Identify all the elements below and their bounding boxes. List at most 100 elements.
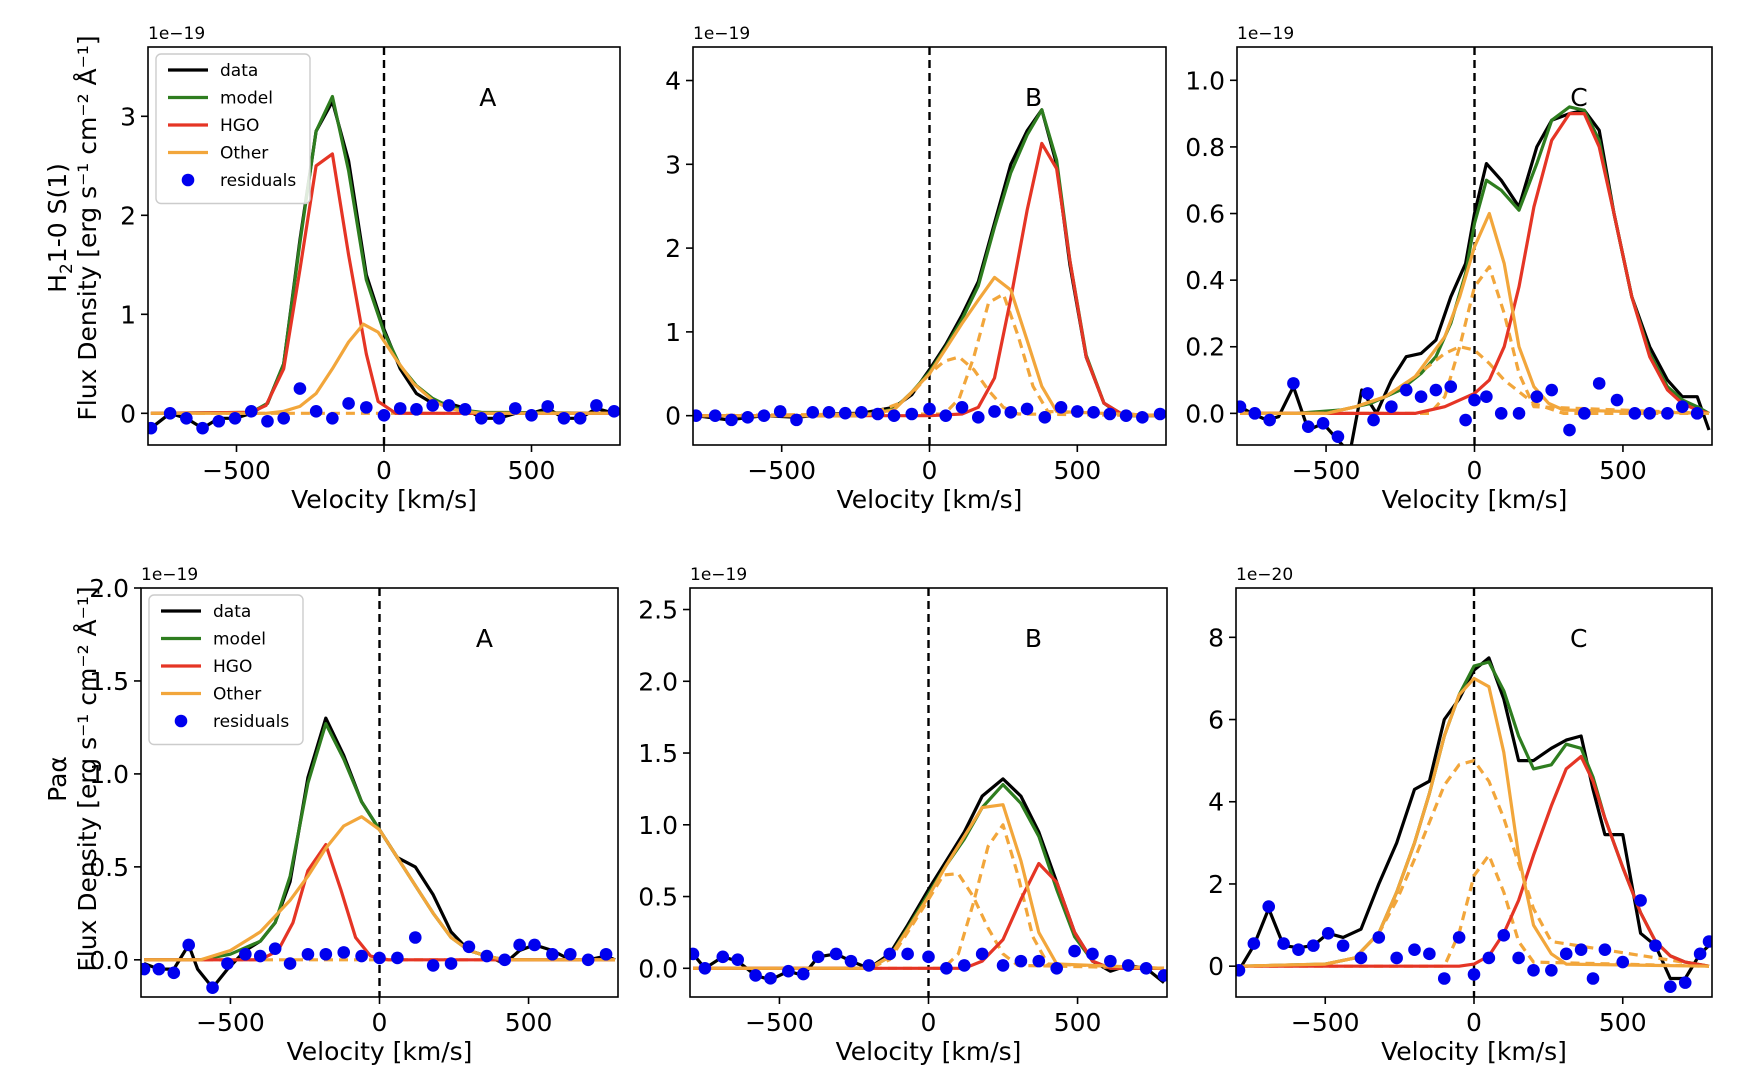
- residual-point: [1050, 961, 1063, 975]
- series-other-component-2: [693, 823, 1165, 970]
- x-tick-label: −500: [202, 456, 271, 485]
- residual-point: [293, 382, 307, 395]
- residual-point: [1414, 390, 1428, 404]
- row-label-h2-rest: 1-0 S(1): [43, 163, 72, 263]
- y-tick-label: 0.0: [638, 954, 678, 983]
- residual-point: [373, 951, 386, 965]
- residual-point: [408, 931, 422, 944]
- y-tick-label: 4: [665, 67, 681, 96]
- residual-point: [1336, 939, 1350, 952]
- residual-point: [492, 411, 506, 425]
- residual-point: [426, 399, 439, 412]
- residual-point: [283, 957, 297, 970]
- scale-offset-label: 1e−20: [1236, 565, 1293, 585]
- residual-point: [905, 407, 919, 421]
- residual-point: [975, 947, 989, 961]
- residual-point: [883, 947, 897, 961]
- residual-point: [590, 399, 603, 412]
- residual-point: [988, 405, 1001, 418]
- y-tick-label: 0.0: [89, 946, 129, 975]
- residual-point: [1054, 400, 1068, 414]
- scale-offset-label: 1e−19: [693, 24, 750, 44]
- residual-point: [508, 402, 522, 415]
- y-tick-label: 2.0: [638, 667, 678, 696]
- y-tick-label: 0: [120, 399, 136, 428]
- residual-point: [1664, 980, 1677, 994]
- residual-point: [1068, 944, 1081, 958]
- residual-point: [442, 399, 456, 412]
- residual-point: [1247, 937, 1261, 950]
- residual-point: [1545, 963, 1558, 977]
- residual-point: [458, 403, 472, 416]
- residual-point: [1578, 407, 1591, 420]
- residual-point: [167, 966, 181, 980]
- residual-point: [355, 949, 368, 963]
- y-tick-label: 3: [665, 150, 681, 179]
- chart-panel-6: −500 0 500 0 2 4 6 8 Velocity [km/s] 1e−20 C: [1208, 565, 1713, 1066]
- residual-point: [182, 938, 195, 952]
- row-label-h2-sub: 2: [57, 263, 77, 274]
- residual-point: [1467, 968, 1481, 981]
- residual-point: [1321, 926, 1335, 940]
- residual-point: [309, 405, 323, 418]
- residual-point: [1237, 400, 1247, 413]
- x-axis-label: Velocity [km/s]: [291, 485, 477, 514]
- residual-point: [1263, 413, 1276, 427]
- residual-point: [1014, 954, 1028, 968]
- series-other: [1238, 676, 1710, 968]
- panel-letter: A: [479, 83, 496, 112]
- ylabel-row2: Flux Density [erg s⁻¹ cm⁻² Å⁻¹]: [73, 586, 102, 971]
- residual-point: [148, 421, 158, 435]
- residual-point: [1038, 411, 1052, 424]
- residual-point: [1468, 393, 1481, 407]
- x-tick-label: −500: [747, 456, 816, 485]
- residual-point: [1676, 400, 1689, 413]
- x-tick-label: 500: [1599, 456, 1647, 485]
- residual-point: [1480, 390, 1493, 404]
- y-tick-label: 0.2: [1185, 333, 1225, 362]
- residual-point: [525, 408, 538, 422]
- residual-point: [513, 938, 526, 952]
- x-tick-label: 500: [1599, 1008, 1647, 1037]
- y-tick-label: 0.8: [1185, 133, 1225, 162]
- residual-point: [462, 940, 476, 954]
- x-tick-label: −500: [1291, 1008, 1360, 1037]
- residual-point: [1316, 417, 1330, 430]
- x-tick-label: −500: [1292, 456, 1361, 485]
- y-tick-label: 0.6: [1185, 200, 1225, 229]
- series-hgo: [693, 861, 1164, 970]
- residual-point: [844, 954, 858, 968]
- residual-point: [887, 409, 901, 422]
- residual-point: [393, 402, 407, 415]
- scale-offset-label: 1e−19: [1237, 24, 1294, 44]
- residual-point: [1423, 947, 1436, 961]
- y-tick-label: 2.5: [638, 596, 678, 625]
- x-tick-label: 500: [505, 1008, 553, 1037]
- residual-point: [480, 949, 494, 963]
- residual-point: [1354, 951, 1368, 965]
- panel-letter: C: [1570, 83, 1587, 112]
- legend-label: Other: [220, 144, 268, 164]
- residual-point: [1292, 943, 1305, 957]
- residual-point: [1331, 430, 1345, 443]
- residual-point: [1563, 423, 1576, 437]
- residual-point: [1361, 387, 1374, 400]
- residual-point: [1693, 947, 1707, 961]
- residual-point: [757, 409, 771, 422]
- svg-text:H21-0 S(1): H21-0 S(1): [43, 163, 77, 293]
- residual-point: [1399, 383, 1413, 397]
- residual-point: [1136, 411, 1149, 424]
- residual-point: [1103, 407, 1117, 421]
- row-label-paalpha: Paα: [43, 756, 72, 802]
- y-tick-label: 1.5: [638, 739, 678, 768]
- y-tick-label: 0.0: [1185, 399, 1225, 428]
- residual-point: [268, 942, 282, 955]
- residual-point: [1032, 954, 1046, 968]
- residual-point: [261, 414, 274, 428]
- residual-point: [498, 953, 512, 967]
- y-tick-label: 0: [1208, 952, 1224, 981]
- residual-point: [996, 959, 1010, 972]
- legend-label: model: [213, 630, 266, 650]
- residual-point: [152, 962, 166, 976]
- plot-area: [690, 588, 1167, 997]
